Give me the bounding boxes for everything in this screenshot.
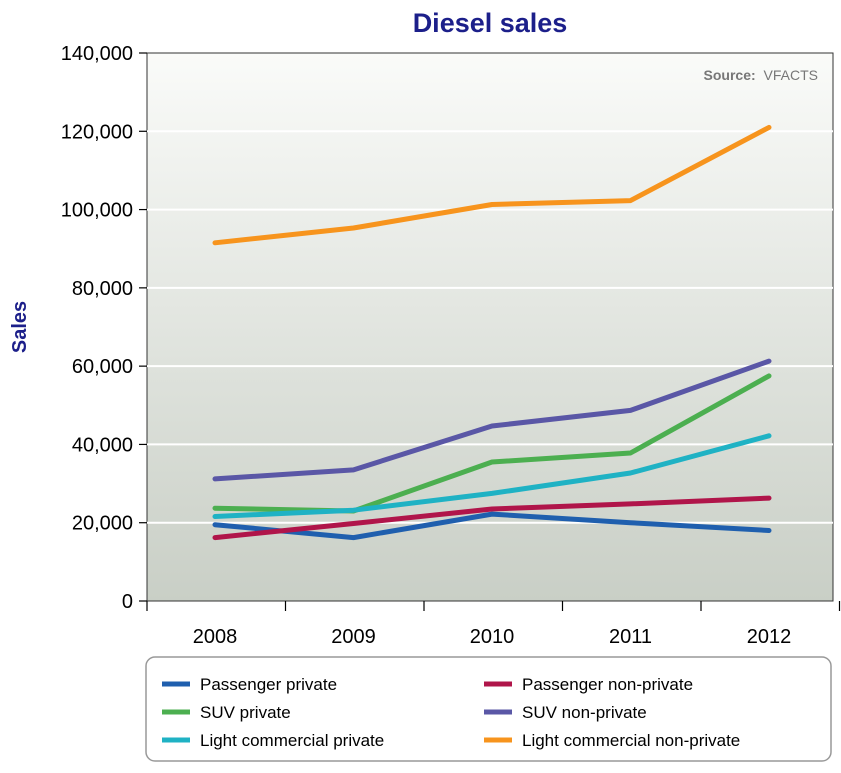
x-tick-label: 2008 xyxy=(193,626,238,648)
legend-box xyxy=(145,656,832,762)
series-line-light-commercial-private xyxy=(212,433,772,519)
y-tick-label: 100,000 xyxy=(61,200,133,222)
series-line-suv-non-private xyxy=(212,358,772,482)
x-tick-label: 2010 xyxy=(470,626,515,648)
legend-label-passenger-private: Passenger private xyxy=(200,675,337,694)
y-tick-label: 60,000 xyxy=(72,356,133,378)
source-value: VFACTS xyxy=(764,67,818,83)
series-lines xyxy=(212,124,772,541)
legend: Passenger private Passenger non-private SU… xyxy=(162,675,740,750)
y-axis-label: Sales xyxy=(9,301,31,353)
x-axis-ticks: 2008 2009 2010 2011 2012 xyxy=(146,601,841,648)
x-tick-label: 2011 xyxy=(609,626,652,648)
legend-label-suv-non-private: SUV non-private xyxy=(522,703,647,722)
legend-label-light-commercial-private: Light commercial private xyxy=(200,731,384,750)
y-tick-label: 20,000 xyxy=(72,513,133,535)
legend-label-passenger-non-private: Passenger non-private xyxy=(522,675,693,694)
y-tick-label: 120,000 xyxy=(61,121,133,143)
series-line-light-commercial-non-private xyxy=(212,124,772,246)
source-note: Source: VFACTS xyxy=(704,67,818,83)
y-axis-ticks: 0 20,000 40,000 60,000 80,000 100,000 120,000 1… xyxy=(61,43,147,613)
y-tick-label: 80,000 xyxy=(72,278,133,300)
plot-area xyxy=(146,52,834,602)
legend-label-suv-private: SUV private xyxy=(200,703,291,722)
grid-lines xyxy=(147,130,833,524)
source-label: Source: xyxy=(704,67,756,83)
series-line-passenger-private xyxy=(212,511,772,541)
series-line-passenger-non-private xyxy=(212,495,772,541)
y-tick-label: 0 xyxy=(122,591,133,613)
x-tick-label: 2012 xyxy=(747,626,792,648)
chart-title: Diesel sales xyxy=(413,8,568,38)
x-tick-label: 2009 xyxy=(331,626,376,648)
y-tick-label: 140,000 xyxy=(61,43,133,65)
y-tick-label: 40,000 xyxy=(72,434,133,456)
legend-label-light-commercial-non-private: Light commercial non-private xyxy=(522,731,740,750)
